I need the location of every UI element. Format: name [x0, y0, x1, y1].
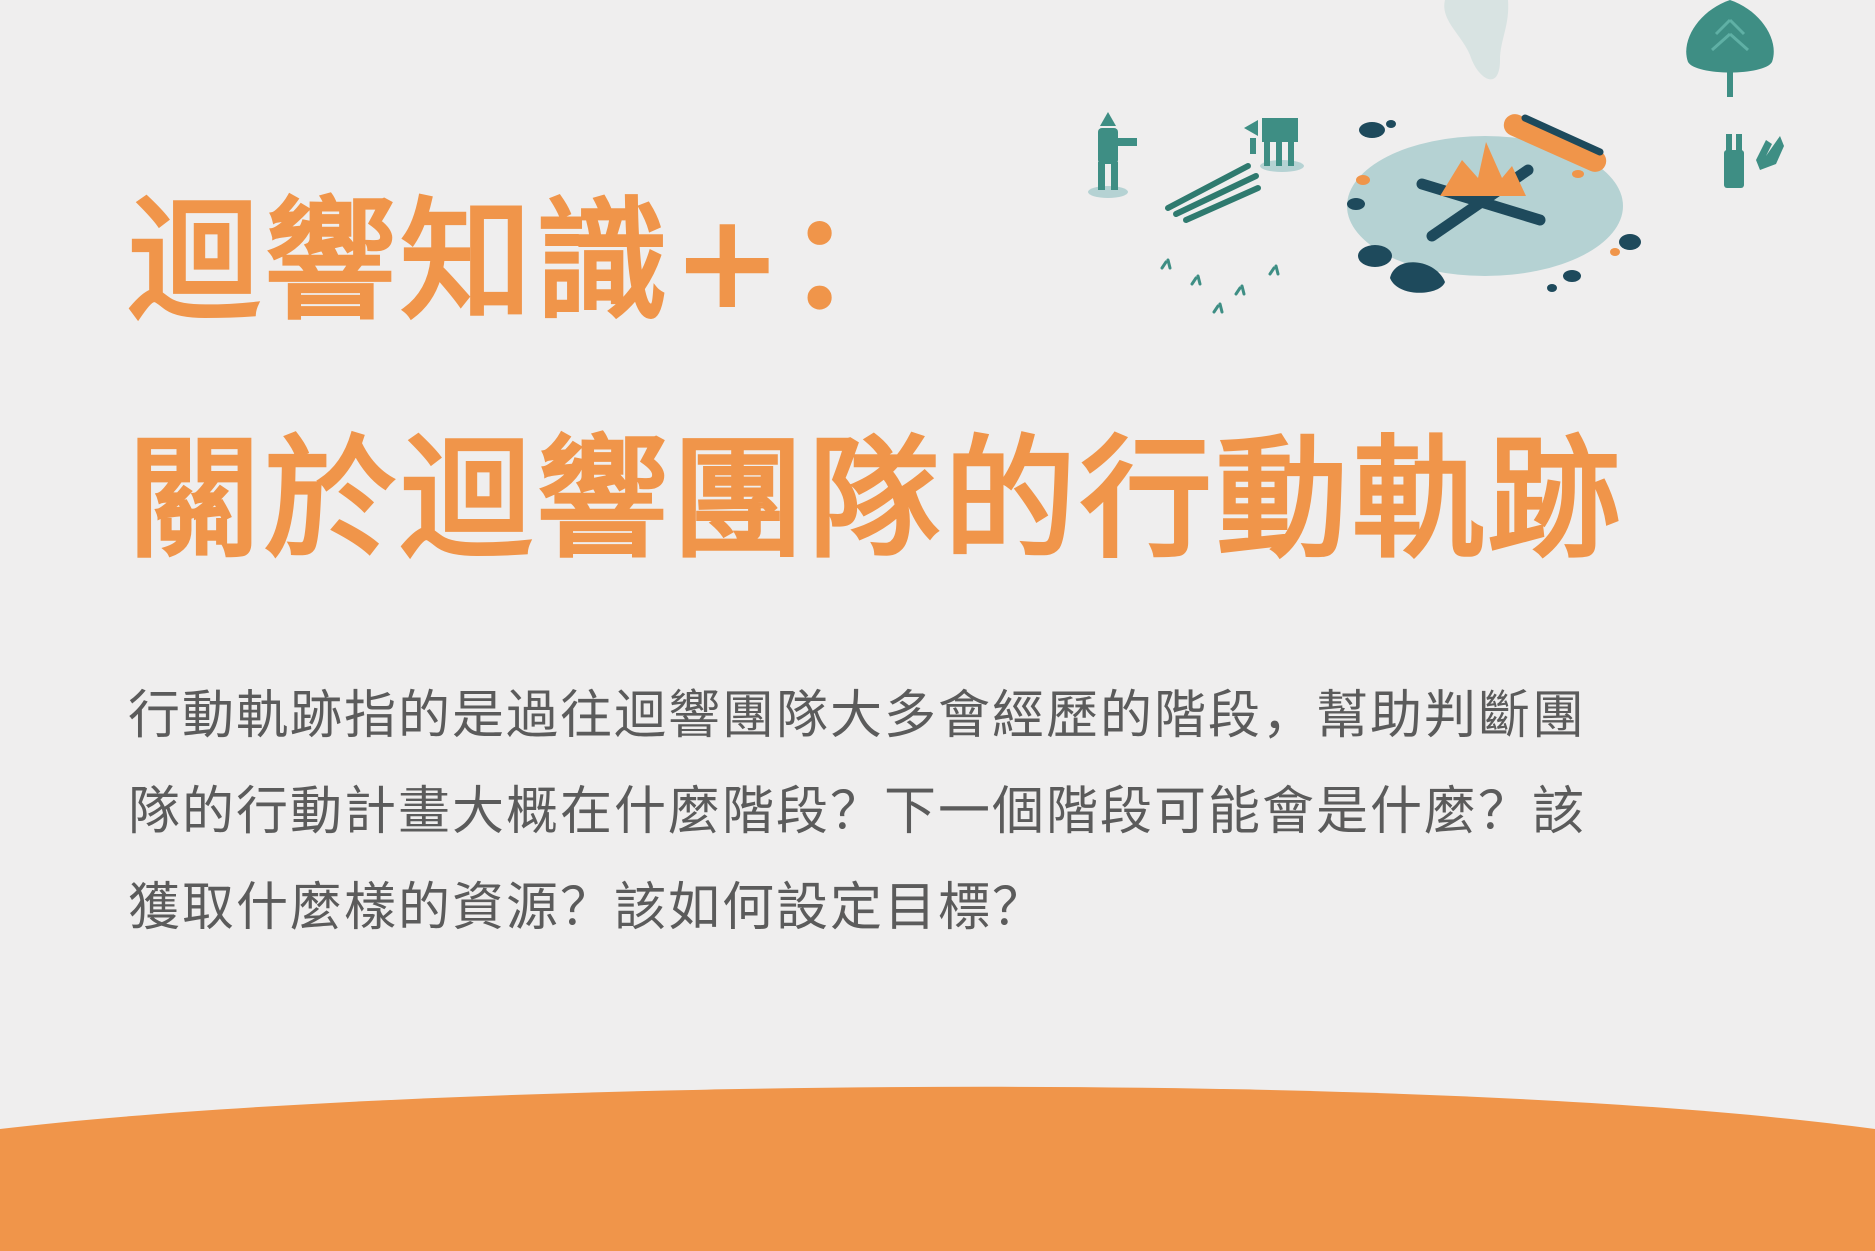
- page-title-line-2: 關於迴響團隊的行動軌跡: [128, 423, 1624, 577]
- description-line: 隊的行動計畫大概在什麼階段？下一個階段可能會是什麼？該: [128, 782, 1587, 842]
- smoke-icon: [1444, 0, 1509, 80]
- tree-icon: [1686, 0, 1774, 97]
- description-paragraph: 行動軌跡指的是過往迴響團隊大多會經歷的階段，幫助判斷團 隊的行動計畫大概在什麼階…: [128, 668, 1698, 956]
- deer-icon: [1244, 118, 1304, 172]
- log-icon: [1503, 114, 1607, 172]
- page-title-line-1: 迴響知識+：: [128, 185, 923, 339]
- rock-icon: [1347, 120, 1641, 293]
- campfire-scene-illustration: [1088, 0, 1784, 314]
- description-line: 行動軌跡指的是過往迴響團隊大多會經歷的階段，幫助判斷團: [128, 686, 1587, 746]
- description-line: 獲取什麼樣的資源？該如何設定目標？: [128, 878, 1047, 938]
- campfire-icon: [1416, 142, 1546, 242]
- grass-icon: [1160, 258, 1280, 314]
- rabbit-icon: [1724, 134, 1784, 188]
- sticks-icon: [1165, 163, 1261, 223]
- bottom-orange-wave: [0, 1086, 1875, 1251]
- person-icon: [1088, 112, 1137, 198]
